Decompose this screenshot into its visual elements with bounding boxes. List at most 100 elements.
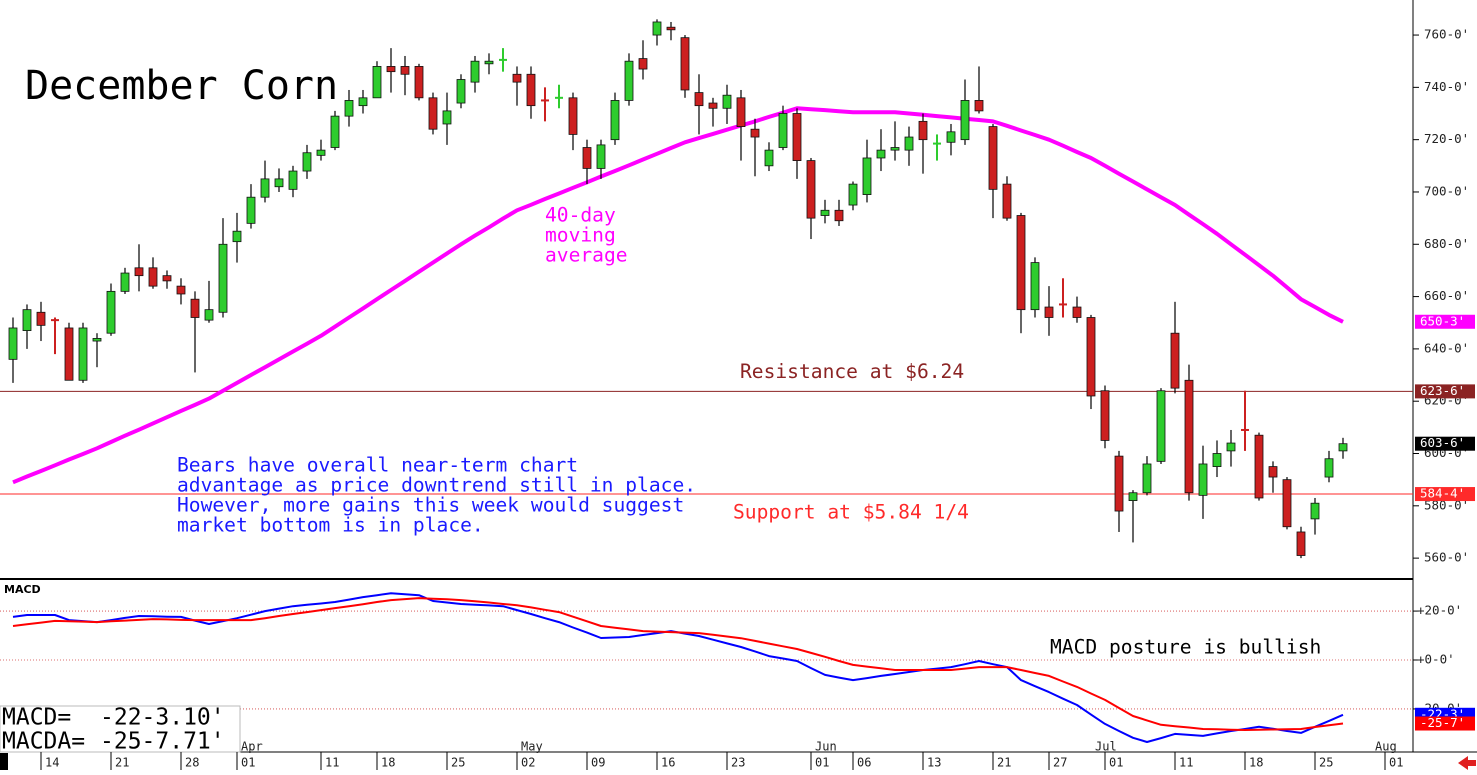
candle-body: [22, 309, 32, 331]
candle-body: [1059, 303, 1067, 306]
candle-body: [1044, 306, 1054, 318]
level-label: Support at $5.84 1/4: [733, 501, 969, 524]
month-label: Jun: [815, 740, 837, 754]
candle-body: [541, 99, 549, 102]
candle-body: [778, 113, 788, 148]
candle-body: [260, 178, 270, 198]
note-line: market bottom is in place.: [177, 514, 484, 537]
moving-average-label: 40-day: [545, 204, 616, 227]
candle-body: [499, 58, 507, 61]
candle-body: [1030, 262, 1040, 311]
x-tick-label: 18: [1249, 756, 1263, 770]
readout-value: -22-3.10': [100, 705, 225, 731]
readout-name: MACD=: [2, 705, 71, 731]
candle-body: [386, 66, 396, 73]
macd-end-label-bg: [1415, 716, 1475, 731]
candle-body: [148, 267, 158, 287]
candle-body: [1241, 428, 1249, 431]
candle-body: [36, 311, 46, 326]
candle-body: [372, 66, 382, 99]
candle-body: [1296, 531, 1306, 556]
candle-body: [1184, 379, 1194, 494]
macd-line: [12, 597, 1344, 731]
x-tick-label: 11: [1179, 756, 1193, 770]
moving-average-value-label-bg: [1415, 314, 1475, 329]
y-tick-label: 580-0': [1424, 497, 1469, 512]
level-value-label: 584-4': [1420, 486, 1465, 501]
candle-body: [764, 149, 774, 167]
last-price-label-bg: [1415, 436, 1475, 451]
candle-body: [694, 92, 704, 107]
level-value-label: 623-6': [1420, 383, 1465, 398]
candle-body: [1114, 455, 1124, 512]
scroll-arrow[interactable]: [1458, 756, 1476, 770]
x-tick-label: 25: [451, 756, 465, 770]
candle-body: [708, 102, 718, 109]
moving-average-value-label: 650-3': [1420, 313, 1465, 328]
candle-body: [162, 275, 172, 282]
candle-body: [1212, 453, 1222, 467]
candle-body: [904, 136, 914, 151]
candle-body: [512, 73, 522, 83]
candle-body: [414, 66, 424, 99]
readout-box: [0, 705, 241, 753]
x-tick-label: 01: [815, 756, 829, 770]
candle-body: [330, 115, 340, 148]
candle-body: [204, 309, 214, 321]
candle-body: [526, 73, 536, 107]
candle-body: [344, 100, 354, 117]
x-tick-label: 23: [731, 756, 745, 770]
candle-body: [1282, 479, 1292, 528]
candle-body: [624, 60, 634, 101]
candle-body: [92, 338, 102, 342]
x-tick-label: 14: [45, 756, 59, 770]
candle-body: [1254, 434, 1264, 499]
x-tick-label: 16: [661, 756, 675, 770]
candle-body: [190, 298, 200, 318]
candle-body: [1156, 390, 1166, 462]
candle-body: [806, 160, 816, 219]
candle-body: [555, 96, 563, 99]
x-tick-label: 13: [927, 756, 941, 770]
x-tick-label: 21: [115, 756, 129, 770]
candle-body: [1100, 390, 1110, 441]
candle-body: [820, 209, 830, 216]
candle-body: [890, 147, 900, 151]
readout-name: MACDA=: [2, 729, 85, 755]
y-tick-label: 760-0': [1424, 27, 1469, 42]
candle-body: [8, 327, 18, 360]
y-tick-label: 640-0': [1424, 340, 1469, 355]
month-label: May: [521, 740, 543, 754]
candle-body: [848, 183, 858, 206]
y-tick-label: +20-0': [1417, 603, 1462, 618]
y-tick-label: 560-0': [1424, 550, 1469, 565]
candle-body: [1324, 458, 1334, 478]
candle-body: [1072, 306, 1082, 318]
candle-body: [736, 97, 746, 127]
x-tick-label: 25: [1319, 756, 1333, 770]
candle-body: [1226, 442, 1236, 452]
x-tick-label: 18: [381, 756, 395, 770]
x-tick-label: 06: [857, 756, 871, 770]
candle-body: [246, 196, 256, 224]
candle-body: [918, 120, 928, 141]
readout-value: -25-7.71': [100, 729, 225, 755]
y-tick-label: 680-0': [1424, 236, 1469, 251]
candle-body: [834, 209, 844, 222]
x-tick-label: 01: [1109, 756, 1123, 770]
candle-body: [442, 110, 452, 125]
macd-title: MACD: [4, 583, 41, 596]
candle-body: [652, 21, 662, 36]
note-line: Bears have overall near-term chart: [177, 454, 578, 477]
month-label: Jul: [1095, 740, 1117, 754]
candle-body: [176, 285, 186, 295]
note-line: However, more gains this week would sugg…: [177, 494, 684, 517]
candle-body: [876, 149, 886, 159]
candle-body: [1198, 463, 1208, 496]
y-tick-label: 700-0': [1424, 183, 1469, 198]
candle-body: [456, 79, 466, 104]
note-line: advantage as price downtrend still in pl…: [177, 474, 696, 497]
candle-body: [51, 319, 59, 322]
